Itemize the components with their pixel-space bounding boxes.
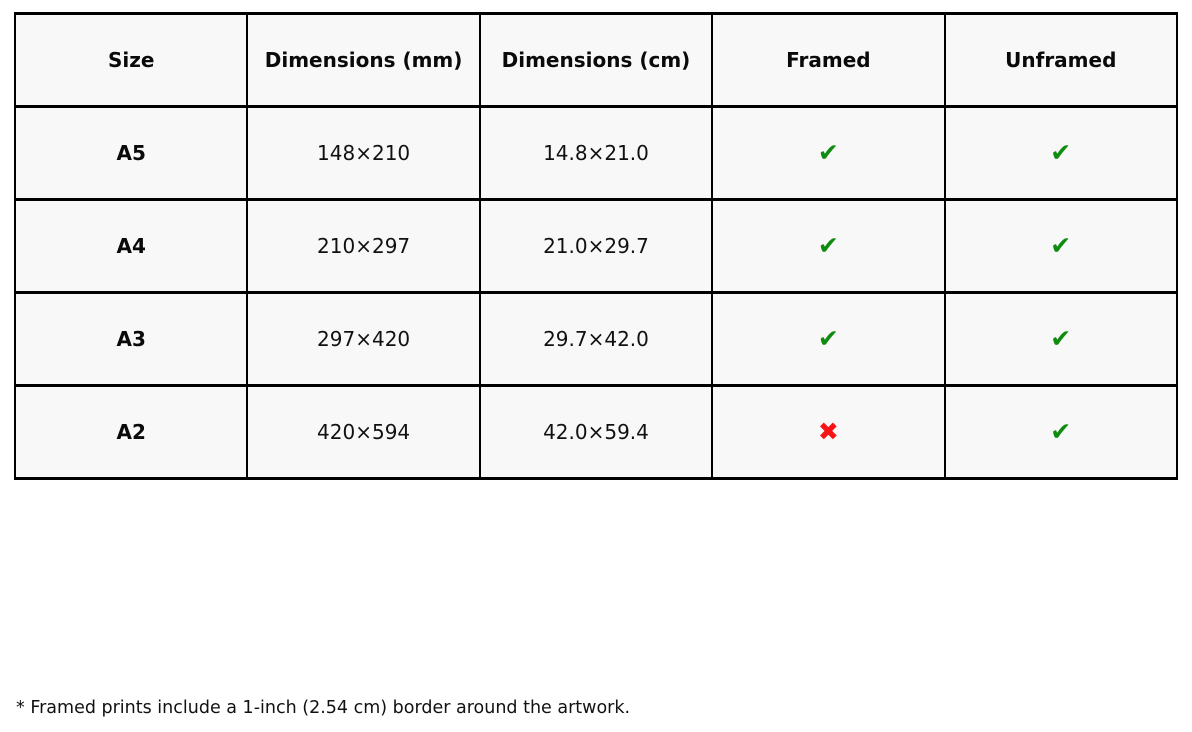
cross-icon: ✖	[817, 417, 839, 446]
check-icon: ✔	[1050, 417, 1072, 446]
check-icon: ✔	[1050, 138, 1072, 167]
dimensions-cm-cell: 21.0×29.7	[478, 198, 714, 294]
header-framed: Framed	[711, 12, 946, 108]
print-sizes-table: Size Dimensions (mm) Dimensions (cm) Fra…	[13, 12, 1179, 480]
dimensions-mm-cell: 210×297	[246, 198, 481, 294]
check-icon: ✔	[817, 324, 839, 353]
size-cell: A4	[13, 198, 249, 294]
check-icon: ✔	[817, 231, 839, 260]
header-dimensions-mm: Dimensions (mm)	[246, 12, 481, 108]
dimensions-cm-cell: 14.8×21.0	[478, 105, 714, 201]
dimensions-mm-cell: 297×420	[246, 291, 481, 387]
framed-cell: ✔	[711, 105, 946, 201]
header-dimensions-cm: Dimensions (cm)	[478, 12, 714, 108]
table-header-row: Size Dimensions (mm) Dimensions (cm) Fra…	[13, 12, 1179, 108]
header-size: Size	[13, 12, 249, 108]
dimensions-cm-cell: 42.0×59.4	[478, 384, 714, 480]
dimensions-cm-cell: 29.7×42.0	[478, 291, 714, 387]
header-unframed: Unframed	[943, 12, 1179, 108]
dimensions-mm-cell: 420×594	[246, 384, 481, 480]
unframed-cell: ✔	[943, 291, 1179, 387]
check-icon: ✔	[1050, 231, 1072, 260]
size-cell: A5	[13, 105, 249, 201]
check-icon: ✔	[817, 138, 839, 167]
dimensions-mm-cell: 148×210	[246, 105, 481, 201]
table-row-a3: A3 297×420 29.7×42.0 ✔ ✔	[13, 291, 1179, 387]
framed-cell: ✔	[711, 291, 946, 387]
check-icon: ✔	[1050, 324, 1072, 353]
table-row-a2: A2 420×594 42.0×59.4 ✖ ✔	[13, 384, 1179, 480]
table-row-a5: A5 148×210 14.8×21.0 ✔ ✔	[13, 105, 1179, 201]
unframed-cell: ✔	[943, 198, 1179, 294]
framed-cell: ✔	[711, 198, 946, 294]
size-cell: A2	[13, 384, 249, 480]
unframed-cell: ✔	[943, 384, 1179, 480]
size-cell: A3	[13, 291, 249, 387]
framed-border-footnote: * Framed prints include a 1-inch (2.54 c…	[16, 698, 631, 718]
framed-cell: ✖	[711, 384, 946, 480]
table-row-a4: A4 210×297 21.0×29.7 ✔ ✔	[13, 198, 1179, 294]
unframed-cell: ✔	[943, 105, 1179, 201]
